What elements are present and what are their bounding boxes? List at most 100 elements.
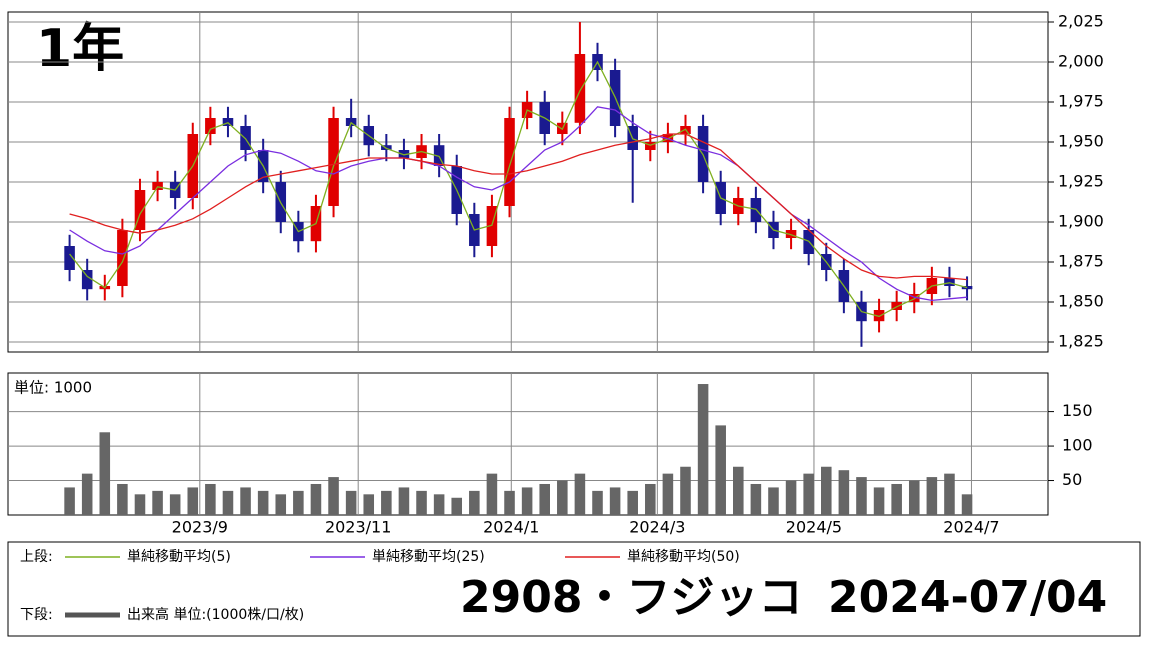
y-tick-label: 2,000 [1058,52,1104,71]
y-tick-label: 1,825 [1058,332,1104,351]
volume-bar [363,494,375,515]
legend-label: 単純移動平均(5) [127,549,231,565]
volume-bar [328,477,339,515]
moving-average-line [69,133,968,281]
volume-bar [891,483,902,515]
volume-bar [662,473,674,515]
x-tick-label: 2024/3 [629,518,685,537]
volume-bar [908,480,920,515]
volume-bar [944,473,955,515]
volume-bar [680,466,691,515]
volume-bar [750,483,762,515]
candle-body [574,54,586,123]
moving-average-line [69,106,968,302]
volume-bar [345,490,357,515]
candle-body [944,278,955,286]
volume-bar [820,466,832,515]
volume-bar [257,490,269,515]
legend-label: 単純移動平均(25) [372,549,485,565]
candle-body [134,190,146,230]
x-tick-label: 2023/11 [325,518,391,537]
y-tick-label: 100 [1062,436,1093,455]
candle-body [504,118,515,206]
volume-bar [609,487,621,515]
volume-bar [961,494,973,515]
candle-body [433,145,445,166]
volume-bar [521,487,533,515]
candle-body [662,134,674,142]
volume-bar [803,473,814,515]
y-tick-label: 50 [1062,470,1082,489]
volume-bar [275,494,287,515]
y-tick-label: 2,025 [1058,12,1104,31]
volume-bar [398,487,410,515]
volume-bar [768,487,779,515]
volume-bar [873,487,885,515]
candle-body [873,310,885,322]
candle-body [117,230,128,286]
candle-body [64,246,75,270]
x-tick-label: 2023/9 [172,518,228,537]
legend-upper-label: 上段: [20,549,53,565]
x-tick-label: 2024/7 [943,518,999,537]
volume-bar [557,480,568,515]
volume-bar [504,490,515,515]
volume-bar [152,490,163,515]
volume-bar [310,483,322,515]
volume-bar [926,477,938,515]
y-tick-label: 1,950 [1058,132,1104,151]
volume-bar [785,480,797,515]
volume-bar [187,487,199,515]
volume-bar [99,432,111,515]
volume-bar [627,490,638,515]
volume-bar [222,490,234,515]
y-tick-label: 150 [1062,401,1093,420]
legend-frame [7,541,1141,637]
x-tick-label: 2024/1 [483,518,539,537]
y-tick-label: 1,875 [1058,252,1104,271]
candle-body [398,150,410,158]
y-tick-label: 1,900 [1058,212,1104,231]
period-label: 1年 [36,19,124,79]
volume-bar [574,473,586,515]
volume-bar [697,384,709,515]
candle-body [152,182,163,190]
candle-body [891,302,902,310]
y-tick-label: 1,850 [1058,292,1104,311]
y-tick-label: 1,975 [1058,92,1104,111]
moving-average-line [69,60,968,318]
volume-bar [838,470,850,515]
legend-label: 出来高 単位:(1000株/口/枚) [127,606,304,623]
volume-bar [645,483,656,515]
volume-bar [592,490,603,515]
volume-bar [416,490,427,515]
volume-bar [856,477,867,515]
candle-body [785,230,797,238]
volume-bar [169,494,181,515]
volume-bar [64,487,75,515]
volume-bar [733,466,744,515]
candle-body [328,118,339,206]
volume-bar [117,483,128,515]
volume-bar [469,490,480,515]
legend-label: 単純移動平均(50) [627,549,740,565]
chart-date: 2024-07/04 [828,572,1107,623]
volume-unit: 単位: 1000 [14,379,92,397]
volume-bar [433,494,445,515]
x-tick-label: 2024/5 [786,518,842,537]
candle-body [486,206,498,246]
candle-body [222,118,234,126]
chart-title: 2908・フジッコ [460,572,802,623]
volume-bar [81,473,93,515]
volume-bar [715,425,726,515]
volume-bar [486,473,498,515]
y-tick-label: 1,925 [1058,172,1104,191]
volume-bar [539,483,550,515]
candle-body [81,270,93,290]
legend-lower-label: 下段: [20,607,53,623]
volume-bar [205,483,216,515]
candle-body [205,118,216,134]
volume-bar [451,497,463,515]
candle-body [645,142,656,150]
